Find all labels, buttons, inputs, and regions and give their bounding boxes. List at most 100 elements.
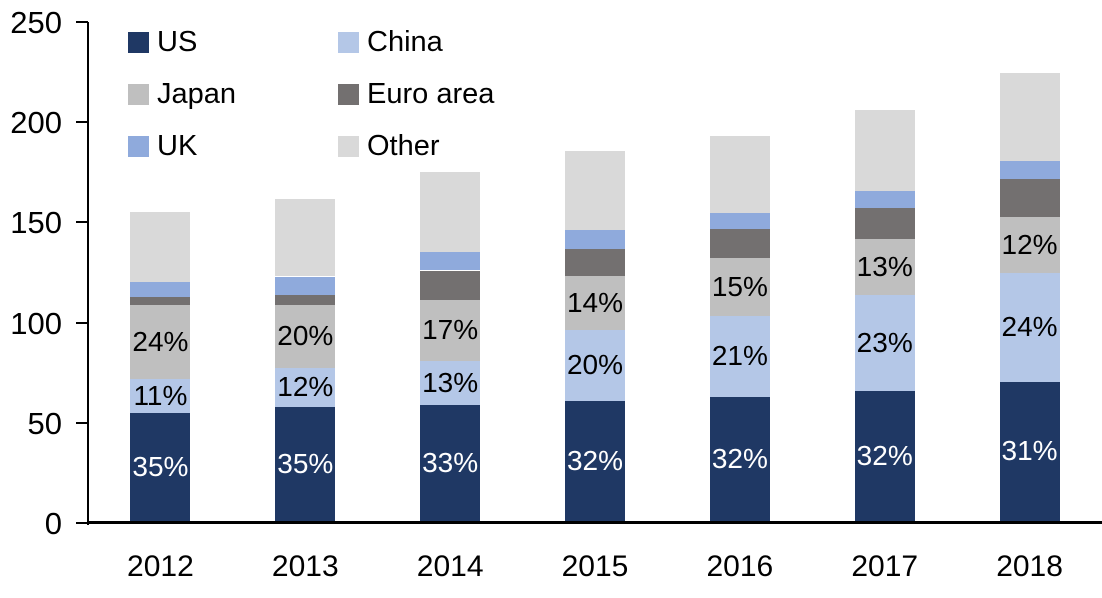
x-tick-label: 2015 (561, 550, 629, 583)
legend-swatch-euro-area (338, 83, 359, 105)
bar-segment-euro-area (999, 179, 1060, 218)
bar-segment-us (420, 404, 481, 521)
bar-label: 11% (133, 379, 188, 411)
bar-segment-uk (709, 213, 770, 230)
bar-label: 20% (566, 349, 624, 381)
bar-label: 13% (422, 366, 479, 398)
legend-swatch-other (338, 135, 359, 157)
bar-segment-us (275, 406, 336, 521)
bar-segment-uk (130, 281, 191, 297)
y-tick-label: 250 (10, 5, 62, 40)
legend-label: Euro area (367, 78, 495, 110)
x-tick-label: 2014 (416, 550, 484, 583)
bar-label: 14% (566, 286, 624, 318)
x-tick-label: 2018 (996, 550, 1063, 583)
legend-item: US (128, 27, 197, 57)
legend-label: Japan (157, 78, 237, 110)
legend-swatch-japan (128, 83, 149, 105)
y-tick (76, 221, 88, 224)
bar-label: 21% (711, 340, 768, 372)
bar-segment-other (275, 199, 336, 277)
bar-segment-japan (854, 239, 915, 295)
legend-label: China (367, 26, 443, 58)
y-tick (76, 522, 88, 524)
legend-item: Japan (128, 79, 236, 109)
legend-swatch-uk (128, 135, 149, 157)
bar-segment-japan (709, 258, 770, 316)
bar-segment-euro-area (420, 270, 481, 300)
legend-item: Other (338, 131, 440, 161)
legend-label: Other (367, 130, 440, 162)
bar-segment-china (130, 378, 191, 413)
x-tick-label: 2017 (851, 550, 919, 583)
y-tick-label: 50 (27, 405, 62, 441)
bar-segment-us (565, 400, 625, 521)
legend-item: Euro area (338, 79, 494, 109)
y-tick-label: 150 (10, 205, 62, 241)
bar-label: 12% (1001, 228, 1058, 260)
bar-segment-other (854, 110, 915, 192)
bar-segment-us (709, 396, 770, 521)
legend-swatch-china (338, 31, 359, 53)
bar-segment-china (999, 272, 1060, 382)
bar-segment-uk (565, 230, 625, 250)
x-axis-line (87, 521, 1102, 524)
legend-swatch-us (128, 31, 149, 53)
bar-label: 35% (132, 450, 189, 482)
bar-segment-china (709, 315, 770, 397)
bar-label: 13% (856, 250, 913, 282)
bar-label: 33% (422, 446, 479, 478)
x-tick-label: 2012 (127, 550, 194, 583)
bar-segment-euro-area (565, 249, 625, 276)
bar-segment-china (275, 367, 336, 407)
y-tick-label: 200 (10, 105, 62, 141)
bar-segment-other (130, 212, 191, 282)
bar-segment-us (999, 381, 1060, 521)
bar-segment-japan (275, 304, 336, 368)
y-tick (76, 21, 88, 23)
bar-segment-euro-area (854, 208, 915, 240)
legend-item: UK (128, 131, 197, 161)
bar-segment-japan (565, 275, 625, 330)
bar-segment-china (565, 329, 625, 401)
legend-label: UK (157, 130, 198, 162)
y-axis-line (87, 22, 89, 525)
bar-segment-us (854, 390, 915, 521)
bar-segment-euro-area (275, 294, 336, 305)
legend-item: China (338, 27, 443, 57)
bar-segment-japan (999, 217, 1060, 273)
bar-segment-other (420, 172, 481, 253)
bar-segment-other (999, 73, 1060, 162)
bar-label: 24% (1001, 311, 1058, 343)
bar-label: 24% (132, 325, 189, 357)
x-tick-label: 2013 (271, 550, 339, 583)
x-tick-label: 2016 (706, 550, 774, 583)
bar-label: 32% (566, 444, 624, 476)
bar-segment-us (130, 412, 191, 521)
bar-label: 32% (856, 439, 913, 471)
bar-label: 17% (422, 314, 479, 346)
bar-segment-japan (130, 304, 191, 379)
y-tick-label: 100 (10, 305, 62, 341)
bar-segment-uk (854, 191, 915, 209)
bar-label: 12% (277, 371, 334, 403)
y-tick (76, 121, 88, 124)
bar-segment-uk (999, 161, 1060, 180)
bar-segment-china (420, 360, 481, 405)
bar-segment-other (709, 136, 770, 214)
bar-segment-euro-area (130, 296, 191, 305)
y-tick-label: 0 (44, 506, 62, 541)
bar-label: 35% (277, 447, 334, 479)
bar-label: 32% (711, 442, 768, 474)
bar-label: 23% (856, 326, 913, 358)
bar-segment-uk (275, 276, 336, 295)
y-tick (76, 421, 88, 424)
bar-segment-euro-area (709, 229, 770, 259)
bar-segment-uk (420, 252, 481, 271)
bar-segment-china (854, 294, 915, 391)
legend-label: US (157, 26, 198, 58)
bar-segment-other (565, 151, 625, 231)
bar-segment-japan (420, 299, 481, 361)
bar-label: 31% (1001, 435, 1058, 467)
